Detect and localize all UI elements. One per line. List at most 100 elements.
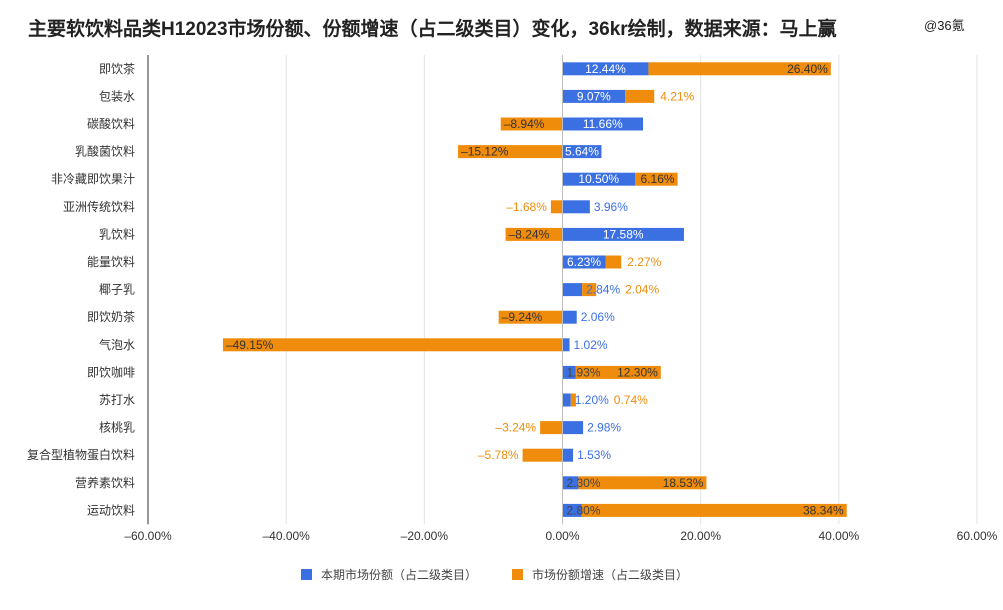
bar-market-share — [562, 448, 574, 462]
data-label-share: 5.64% — [565, 145, 599, 159]
data-label-share: 2.84% — [586, 283, 620, 297]
category-label: 苏打水 — [99, 393, 135, 407]
data-label-growth: 6.16% — [641, 172, 675, 186]
data-label-growth: –15.12% — [461, 145, 509, 159]
category-label: 能量饮料 — [87, 255, 135, 269]
bar-market-share — [562, 503, 582, 517]
data-label-growth: –1.68% — [506, 200, 547, 214]
category-label: 乳饮料 — [99, 227, 135, 241]
category-label: 运动饮料 — [87, 503, 135, 517]
legend-item-share[interactable]: 本期市场份额（占二级类目） — [301, 566, 477, 583]
category-label: 营养素饮料 — [75, 475, 135, 490]
data-label-share: 17.58% — [603, 227, 644, 241]
bar-market-share — [562, 172, 636, 186]
bar-market-share — [562, 200, 590, 214]
data-label-share: 2.30% — [567, 476, 601, 490]
data-label-growth: 2.27% — [627, 255, 661, 269]
x-tick-label: –40.00% — [262, 529, 310, 543]
chart-title: 主要软饮料品类H12023市场份额、份额增速（占二级类目）变化，36kr绘制，数… — [28, 19, 837, 40]
data-label-growth: 26.40% — [787, 62, 828, 76]
data-label-growth: –8.94% — [504, 117, 545, 131]
chart-legend: 本期市场份额（占二级类目） 市场份额增速（占二级类目） — [0, 566, 1003, 588]
bar-market-share — [562, 283, 583, 297]
bar-share-growth — [605, 255, 622, 269]
bar-market-share — [562, 365, 576, 379]
data-label-share: 2.98% — [587, 421, 621, 435]
x-tick-label: 40.00% — [818, 529, 859, 543]
data-label-growth: –5.78% — [478, 448, 519, 462]
bar-market-share — [562, 89, 626, 103]
bar-share-growth — [522, 448, 563, 462]
bar-market-share — [562, 255, 606, 269]
legend-item-growth[interactable]: 市场份额增速（占二级类目） — [512, 566, 688, 583]
data-label-share: 1.93% — [567, 365, 601, 379]
legend-swatch-growth — [512, 569, 523, 580]
category-label: 碳酸饮料 — [87, 116, 135, 131]
bar-market-share — [562, 421, 584, 435]
data-label-share: 10.50% — [578, 172, 619, 186]
bar-share-growth — [222, 338, 563, 352]
bar-market-share — [562, 62, 649, 76]
bar-share-growth — [500, 117, 563, 131]
category-label: 气泡水 — [99, 337, 135, 352]
data-label-growth: –9.24% — [502, 310, 543, 324]
bar-share-growth — [578, 476, 707, 490]
bar-share-growth — [540, 421, 563, 435]
bar-market-share — [562, 145, 602, 159]
category-label: 包装水 — [99, 89, 135, 103]
bar-market-share — [562, 338, 570, 352]
bar-share-growth — [648, 62, 831, 76]
legend-swatch-share — [301, 569, 312, 580]
bar-market-share — [562, 117, 644, 131]
category-label: 非冷藏即饮果汁 — [51, 172, 135, 186]
x-tick-label: –20.00% — [401, 529, 449, 543]
bar-share-growth — [550, 200, 563, 214]
category-label: 椰子乳 — [99, 282, 135, 297]
data-label-share: 1.20% — [575, 393, 609, 407]
category-label: 乳酸菌饮料 — [75, 144, 135, 159]
category-label: 即饮茶 — [99, 61, 135, 76]
x-tick-label: 0.00% — [545, 529, 579, 543]
data-label-share: 1.02% — [574, 338, 608, 352]
bar-share-growth — [582, 283, 597, 297]
category-label: 亚洲传统饮料 — [63, 199, 135, 214]
bar-share-growth — [458, 145, 563, 159]
data-label-share: 9.07% — [577, 89, 611, 103]
bar-share-growth — [581, 503, 847, 517]
data-label-share: 1.53% — [577, 448, 611, 462]
category-label: 即饮咖啡 — [87, 364, 135, 379]
x-tick-label: 20.00% — [680, 529, 721, 543]
bar-market-share — [562, 227, 684, 241]
legend-label-growth: 市场份额增速（占二级类目） — [532, 568, 689, 582]
bar-share-growth — [570, 393, 576, 407]
data-label-growth: 18.53% — [663, 476, 704, 490]
bar-market-share — [562, 476, 579, 490]
data-label-share: 2.80% — [567, 503, 601, 517]
data-label-growth: 0.74% — [614, 393, 648, 407]
bar-market-share — [562, 310, 577, 324]
data-label-share: 11.66% — [583, 117, 623, 131]
category-label: 核桃乳 — [99, 420, 135, 435]
bar-share-growth — [575, 365, 661, 379]
data-label-growth: 38.34% — [803, 503, 844, 517]
data-label-share: 12.44% — [585, 62, 626, 76]
category-label: 即饮奶茶 — [87, 309, 135, 324]
bar-market-share — [562, 393, 571, 407]
x-tick-label: –60.00% — [124, 529, 172, 543]
bar-share-growth — [505, 227, 563, 241]
data-label-growth: –3.24% — [495, 421, 536, 435]
x-tick-label: 60.00% — [957, 529, 998, 543]
data-label-growth: 2.04% — [625, 283, 659, 297]
bar-share-growth — [635, 172, 678, 186]
bar-share-growth — [625, 89, 655, 103]
data-label-growth: 12.30% — [617, 365, 658, 379]
data-label-growth: –8.24% — [509, 227, 550, 241]
data-label-share: 3.96% — [594, 200, 628, 214]
category-label: 复合型植物蛋白饮料 — [27, 447, 135, 462]
legend-label-share: 本期市场份额（占二级类目） — [321, 568, 478, 582]
data-label-growth: –49.15% — [226, 338, 274, 352]
bar-share-growth — [498, 310, 563, 324]
watermark-logo: @36氪 — [924, 18, 965, 33]
data-label-growth: 4.21% — [660, 89, 694, 103]
